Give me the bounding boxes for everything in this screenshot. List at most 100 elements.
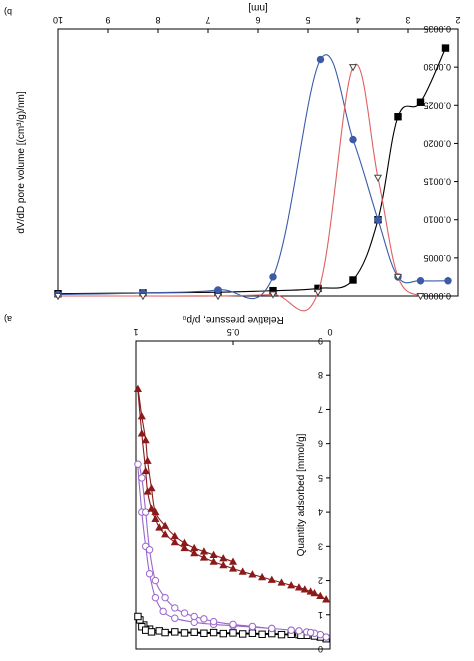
series-line [57, 47, 446, 295]
y-tick-label: 0 [318, 644, 323, 654]
data-point [151, 576, 160, 585]
series-line [57, 54, 449, 299]
data-point [228, 557, 238, 565]
data-point [161, 530, 170, 538]
data-point [190, 628, 198, 636]
data-point [258, 572, 267, 581]
data-point [295, 627, 303, 635]
data-point [171, 628, 179, 636]
panel-label: a) [4, 314, 12, 324]
y-axis-label: Quantity adsorbed [mmol/g] [296, 433, 307, 556]
x-tick-label: 9 [105, 15, 110, 25]
y-tick-label: 8 [318, 370, 323, 380]
x-axis-label: Relative pressure, p/p₀ [182, 314, 283, 325]
data-point [238, 567, 247, 575]
data-point [228, 564, 238, 572]
data-point [180, 543, 189, 552]
data-point [171, 604, 179, 612]
data-point [145, 570, 154, 578]
x-tick-label: 10 [53, 15, 63, 25]
x-tick-label: 2 [455, 15, 460, 25]
data-point [348, 64, 358, 72]
data-point [444, 277, 452, 285]
data-point [199, 547, 208, 555]
data-point [267, 575, 276, 583]
data-point [161, 628, 169, 637]
data-point [393, 273, 403, 282]
data-point [313, 289, 323, 297]
x-tick-label: 6 [255, 15, 260, 25]
data-point [151, 514, 160, 523]
x-tick-label: 8 [155, 15, 160, 25]
data-point [441, 44, 450, 52]
x-tick-label: 7 [205, 15, 210, 25]
x-tick-label: 5 [305, 15, 310, 25]
data-point [306, 587, 315, 595]
data-point [287, 626, 295, 634]
y-tick-label: 0.0020 [423, 138, 451, 148]
data-point [138, 292, 148, 301]
data-point [199, 553, 208, 561]
data-point [416, 292, 425, 301]
y-axis-label: dV/dD pore volume [(cm³/g)/nm] [16, 91, 27, 233]
x-tick-label: 0 [327, 327, 332, 337]
data-point [416, 277, 425, 285]
series [54, 54, 452, 299]
data-point [268, 624, 276, 633]
data-point [248, 629, 257, 637]
data-point [137, 412, 146, 420]
data-point [147, 628, 156, 636]
plot-frame [57, 28, 459, 297]
series-line [58, 63, 421, 312]
data-point [134, 460, 142, 468]
data-point [258, 630, 266, 638]
data-point [180, 538, 189, 546]
data-point [394, 113, 402, 121]
data-point [180, 609, 189, 617]
y-tick-label: 6 [318, 439, 323, 449]
data-point [219, 629, 227, 638]
data-point [277, 630, 286, 639]
data-point [349, 135, 357, 144]
y-tick-label: 9 [318, 336, 323, 346]
data-point [229, 629, 237, 637]
y-tick-label: 5 [318, 473, 323, 483]
data-point [277, 578, 286, 586]
data-point [143, 456, 152, 464]
data-point [219, 560, 228, 569]
data-point [161, 521, 170, 529]
data-point [294, 583, 304, 591]
data-point [209, 557, 218, 565]
data-point [209, 550, 218, 558]
y-tick-label: 0.0005 [423, 253, 451, 263]
data-point [219, 554, 228, 562]
data-point [316, 55, 325, 64]
series [134, 460, 330, 641]
y-tick-label: 0.0000 [423, 291, 451, 301]
data-point [147, 504, 156, 512]
data-point [374, 216, 382, 224]
data-point [316, 591, 325, 600]
top-panel: 2 3 4 5 6 7 8 9 10 0.0000 0.0005 0.0010 0.0015 0.0020… [4, 2, 461, 312]
y-tick-label: 1 [318, 610, 323, 620]
y-tick-label: 3 [318, 541, 323, 551]
data-point [151, 507, 160, 516]
data-point [190, 543, 199, 552]
series [133, 384, 331, 603]
data-point [134, 612, 142, 621]
data-point [190, 548, 199, 557]
data-point [170, 537, 179, 546]
data-point [145, 546, 154, 554]
data-point [142, 508, 150, 516]
data-point [53, 292, 63, 301]
data-point [141, 436, 150, 444]
panel-label: b) [4, 7, 12, 17]
series-line [137, 388, 327, 600]
data-point [300, 585, 309, 593]
data-point [416, 98, 425, 106]
bottom-panel: 0 0.5 1 0 1 2 3 4 5 6 7 8 9 Relative pressure, p/p₀ Qu… [4, 314, 333, 654]
data-point [248, 570, 257, 578]
data-point [306, 628, 315, 637]
